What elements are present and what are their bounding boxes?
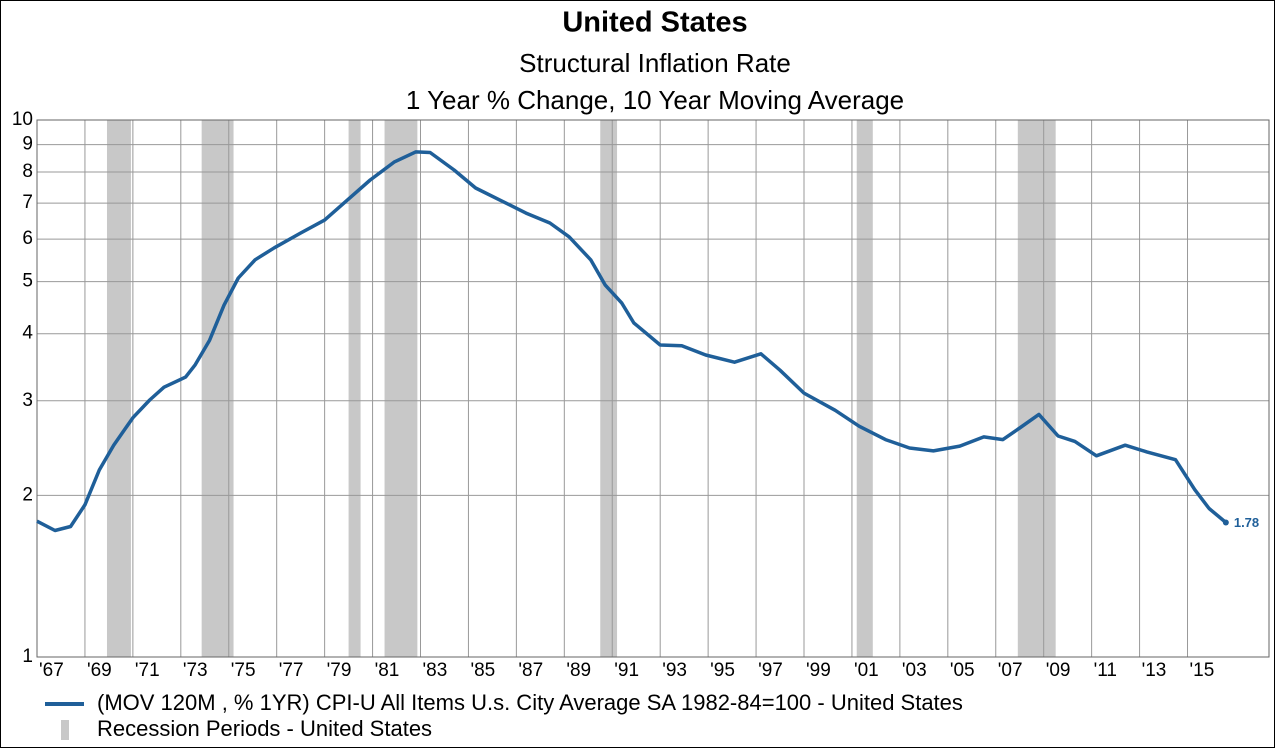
plot-area: 1.78 xyxy=(36,119,1270,658)
x-tick-label: '73 xyxy=(183,660,208,681)
recession-band xyxy=(856,120,873,657)
series-line xyxy=(36,150,1228,533)
x-tick-label: '93 xyxy=(662,660,687,681)
x-tick-label: '95 xyxy=(710,660,735,681)
x-tick-label: '87 xyxy=(518,660,543,681)
recession-band xyxy=(348,120,361,657)
x-tick-label: '99 xyxy=(806,660,831,681)
x-tick-label: '01 xyxy=(854,660,879,681)
y-tick-label: 10 xyxy=(12,109,33,130)
x-tick-label: '07 xyxy=(998,660,1023,681)
x-tick-label: '03 xyxy=(902,660,927,681)
chart-subtitle: 1 Year % Change, 10 Year Moving Average xyxy=(406,85,904,115)
last-point xyxy=(1222,519,1229,526)
x-tick-label: '79 xyxy=(327,660,352,681)
y-tick-label: 2 xyxy=(22,484,33,505)
value-label: 1.78 xyxy=(1234,515,1259,530)
recession-band xyxy=(106,120,131,657)
x-tick-label: '13 xyxy=(1142,660,1167,681)
recession-band xyxy=(1017,120,1056,657)
y-tick-label: 7 xyxy=(22,192,33,213)
legend-label: (MOV 120M , % 1YR) CPI-U All Items U.s. … xyxy=(97,690,963,715)
y-tick-label: 8 xyxy=(22,161,33,182)
x-tick-label: '91 xyxy=(614,660,639,681)
y-tick-label: 9 xyxy=(22,134,33,155)
x-tick-label: '11 xyxy=(1094,660,1117,681)
x-tick-label: '77 xyxy=(279,660,304,681)
x-tick-label: '05 xyxy=(950,660,975,681)
x-tick-label: '69 xyxy=(87,660,112,681)
chart-title: United States xyxy=(562,7,747,39)
y-tick-label: 4 xyxy=(22,323,33,344)
x-tick-label: '75 xyxy=(231,660,256,681)
x-tick-label: '81 xyxy=(375,660,400,681)
x-tick-label: '89 xyxy=(566,660,591,681)
y-tick-label: 1 xyxy=(22,646,33,667)
y-tick-label: 3 xyxy=(22,390,33,411)
y-tick-label: 5 xyxy=(22,271,33,292)
recession-band xyxy=(201,120,234,657)
x-tick-label: '71 xyxy=(135,660,160,681)
recession-band xyxy=(600,120,618,657)
x-tick-label: '67 xyxy=(39,660,64,681)
x-tick-label: '85 xyxy=(470,660,495,681)
x-tick-label: '15 xyxy=(1190,660,1215,681)
x-tick-label: '97 xyxy=(758,660,783,681)
recession-band xyxy=(384,120,418,657)
legend-swatch xyxy=(61,720,69,740)
plot-border xyxy=(36,119,1270,658)
legend-label: Recession Periods - United States xyxy=(97,716,432,741)
x-tick-label: '09 xyxy=(1046,660,1071,681)
x-tick-label: '83 xyxy=(423,660,448,681)
chart-subtitle: Structural Inflation Rate xyxy=(519,48,791,78)
y-tick-label: 6 xyxy=(22,228,33,249)
